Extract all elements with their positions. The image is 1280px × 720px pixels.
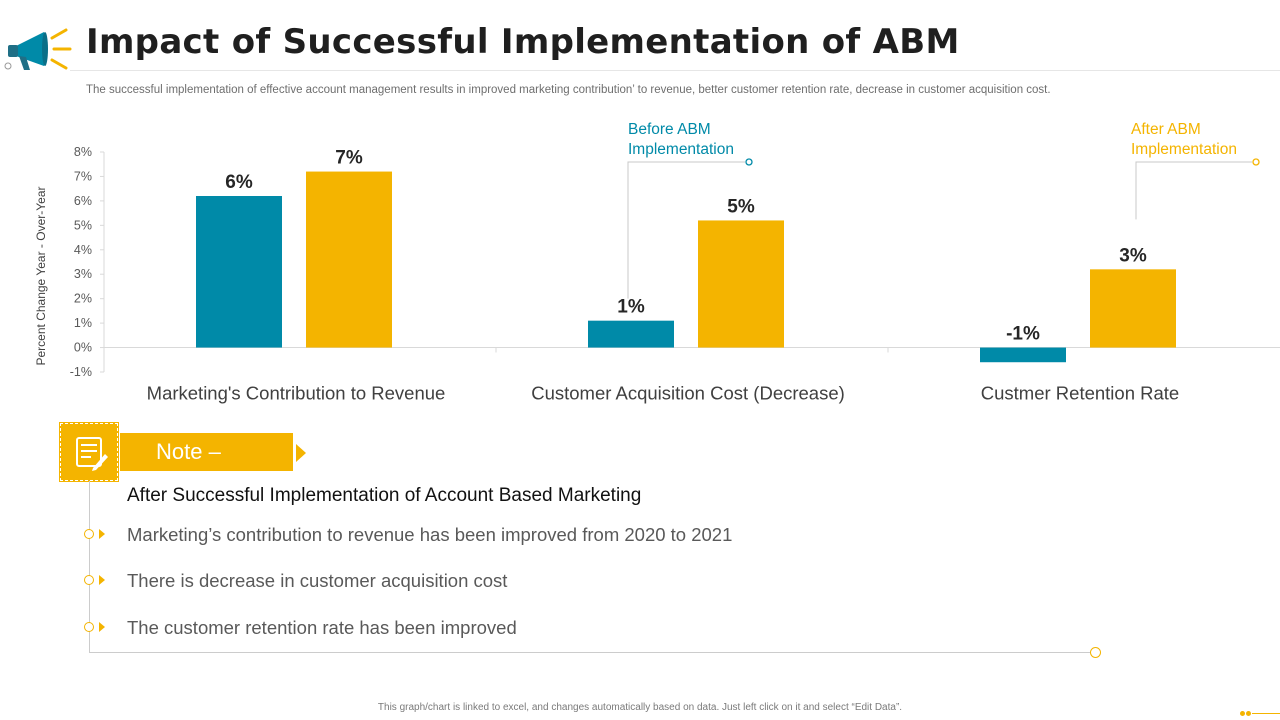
title-divider (70, 70, 1280, 71)
note-icon (59, 422, 119, 482)
y-tick-label: 0% (74, 341, 92, 355)
note-bullet-text: There is decrease in customer acquisitio… (127, 570, 508, 591)
bar (306, 171, 392, 348)
page-subtitle: The successful implementation of effecti… (86, 84, 1051, 96)
bullet-dot-icon (84, 575, 94, 585)
corner-line (1252, 713, 1280, 714)
footer-note: This graph/chart is linked to excel, and… (377, 702, 903, 713)
note-arrow (296, 444, 306, 462)
data-label: 5% (727, 196, 755, 217)
bullet-dot-icon (84, 529, 94, 539)
y-tick-label: -1% (70, 365, 92, 379)
x-tick-label: Customer Acquisition Cost (Decrease) (531, 383, 845, 404)
bar-chart[interactable]: -1% 0% 1% 2% 3% 4% 5% 6% 7% 8% Percent Change Year… (0, 110, 1280, 410)
legend-marker (745, 158, 753, 166)
y-axis-title: Percent Change Year - Over-Year (34, 186, 48, 365)
y-tick-label: 3% (74, 267, 92, 281)
note-bullet-text: The customer retention rate has been imp… (127, 617, 517, 638)
y-tick-label: 1% (74, 316, 92, 330)
data-label: -1% (1006, 324, 1040, 345)
data-label: 1% (617, 297, 645, 318)
legend-label: After ABM (1131, 121, 1201, 138)
y-tick-label: 2% (74, 292, 92, 306)
legend-label: Implementation (1131, 141, 1237, 158)
y-tick-label: 4% (74, 243, 92, 257)
note-heading: After Successful Implementation of Accou… (127, 485, 642, 506)
y-tick-label: 6% (74, 194, 92, 208)
megaphone-icon (4, 28, 72, 70)
bullet-arrow-icon (99, 622, 105, 632)
bullet-arrow-icon (99, 575, 105, 585)
bar (698, 220, 784, 348)
data-label: 6% (225, 172, 253, 193)
corner-dot (1246, 711, 1251, 716)
legend-leader-line (627, 161, 745, 299)
page-title: Impact of Successful Implementation of A… (86, 22, 960, 62)
bar (196, 196, 282, 348)
x-tick-label: Marketing's Contribution to Revenue (147, 383, 446, 404)
y-tick-label: 5% (74, 218, 92, 232)
bar (1090, 269, 1176, 348)
legend-label: Before ABM (628, 121, 711, 138)
note-connector-vertical (89, 481, 90, 652)
note-connector-horizontal (89, 652, 1091, 653)
legend-marker (1252, 158, 1260, 166)
bullet-arrow-icon (99, 529, 105, 539)
data-label: 3% (1119, 245, 1147, 266)
note-connector-end (1090, 647, 1101, 658)
note-banner: Note – (120, 433, 293, 471)
x-tick-label: Custmer Retention Rate (981, 383, 1179, 404)
note-bullet-text: Marketing’s contribution to revenue has … (127, 524, 733, 545)
bar (588, 320, 674, 348)
legend-label: Implementation (628, 141, 734, 158)
bar (980, 347, 1066, 363)
corner-dot (1240, 711, 1245, 716)
data-label: 7% (335, 148, 363, 169)
y-tick-label: 7% (74, 169, 92, 183)
bullet-dot-icon (84, 622, 94, 632)
legend-leader-line (1135, 161, 1252, 220)
y-tick-label: 8% (74, 145, 92, 159)
